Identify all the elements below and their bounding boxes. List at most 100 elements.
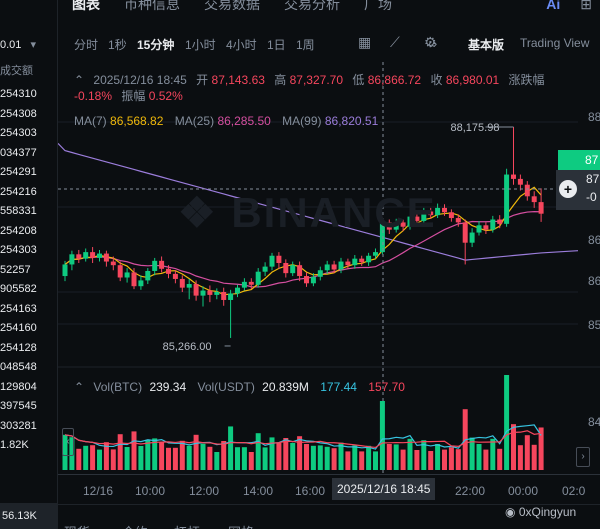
candle-body — [124, 272, 130, 278]
volume-bar — [414, 450, 420, 470]
tab-trade-data[interactable]: 交易数据 — [204, 0, 260, 12]
candle-body — [442, 207, 447, 213]
interval-1h[interactable]: 1小时 — [185, 38, 216, 52]
chart-panel: 图表 币种信息 交易数据 交易分析 广场 Ai ⊞ 分时 1秒 15分钟 1小时… — [57, 0, 600, 529]
volume-bar — [435, 444, 441, 470]
candle-body — [497, 219, 503, 224]
volume-bar — [373, 451, 378, 470]
volume-bar — [221, 441, 227, 470]
ma25-value: 86,285.50 — [217, 114, 271, 128]
calendar-icon[interactable]: ▦ — [358, 34, 372, 50]
volume-bar — [338, 442, 344, 470]
close-label: 收 — [430, 73, 443, 87]
ohlc-collapse-icon[interactable]: ⌃ — [74, 73, 85, 87]
volume-bar — [62, 434, 68, 470]
volume-bar — [255, 433, 261, 470]
view-tradingview[interactable]: Trading View — [520, 36, 590, 50]
candle-body — [228, 293, 234, 300]
candle-body — [435, 207, 441, 216]
candle-body — [248, 281, 254, 285]
x-label-1600: 16:00 — [295, 484, 326, 498]
orderbook-row: 303281 — [0, 419, 37, 432]
candle-body — [172, 273, 178, 279]
high-label: 高 — [274, 73, 287, 87]
vol-ma10-value: 157.70 — [368, 380, 405, 394]
orderbook-row: 558331 — [0, 205, 37, 217]
orderbook-price-precision[interactable]: 0.01 ▾ — [0, 38, 36, 51]
tab-futures[interactable]: 合约 — [122, 522, 148, 529]
tab-trade-analysis[interactable]: 交易分析 — [284, 0, 340, 12]
scroll-left-icon[interactable]: ‹ — [62, 428, 74, 456]
open-value: 87,143.63 — [211, 73, 265, 87]
scroll-right-icon[interactable]: › — [576, 447, 590, 467]
interval-1d[interactable]: 1日 — [267, 38, 286, 52]
orderbook-row: 254303 — [0, 244, 37, 256]
top-tabs: 图表 币种信息 交易数据 交易分析 广场 — [72, 0, 392, 14]
volume-info: ⌃ Vol(BTC) 239.34 Vol(USDT) 20.839M 177.… — [74, 380, 405, 394]
orderbook-turnover-label: 成交额 — [0, 65, 33, 77]
orderbook-row: 52257 — [0, 263, 31, 276]
candle-body — [310, 276, 316, 284]
candle-body — [62, 264, 68, 277]
interval-4h[interactable]: 4小时 — [226, 38, 257, 52]
ma99-value: 86,820.51 — [324, 114, 379, 128]
x-label-1200: 12:00 — [189, 484, 220, 498]
candle-body — [345, 261, 351, 266]
chart-type-icon[interactable]: ⟋ — [390, 34, 400, 50]
orderbook-row: 397545 — [0, 400, 37, 412]
grid-icon[interactable]: ⊞ — [580, 0, 592, 12]
candle-body — [421, 211, 427, 221]
interval-15m[interactable]: 15分钟 — [137, 38, 175, 52]
volume-bar — [517, 445, 523, 470]
tab-chart[interactable]: 图表 — [72, 0, 100, 12]
orderbook-row: 254216 — [0, 185, 37, 198]
candle-body — [359, 258, 365, 263]
tab-square[interactable]: 广场 — [364, 0, 392, 12]
add-order-icon[interactable]: + — [559, 180, 577, 198]
interval-time[interactable]: 分时 — [74, 38, 99, 52]
chevron-down-icon: ▾ — [30, 39, 37, 51]
author-watermark: ◉ 0xQingyun — [505, 505, 576, 519]
ma99-label: MA(99) — [282, 114, 322, 128]
volume-bar — [407, 438, 413, 470]
volume-bar — [538, 427, 544, 470]
ai-icon[interactable]: Ai — [546, 0, 561, 12]
candle-body — [462, 222, 468, 243]
ma7-label: MA(7) — [74, 114, 107, 128]
candle-body — [476, 225, 482, 233]
candle-body — [76, 254, 82, 259]
volume-bar — [283, 438, 289, 470]
volume-bar — [83, 445, 89, 470]
volume-bar — [179, 440, 185, 470]
tab-coin-info[interactable]: 币种信息 — [124, 0, 180, 12]
interval-1w[interactable]: 1周 — [296, 38, 315, 52]
orderbook-row: 254163 — [0, 302, 37, 315]
expand-icon[interactable]: ‹› — [428, 35, 438, 51]
settings-icon[interactable]: ⚙ — [424, 34, 437, 50]
tab-grid[interactable]: 网格 — [228, 522, 254, 529]
candlestick-chart[interactable]: 88,175.98 85,266.00 — [58, 62, 600, 474]
top-icons: Ai ⊞ — [546, 0, 592, 13]
volume-bar — [207, 446, 213, 470]
orderbook-row: 254128 — [0, 341, 37, 354]
orderbook-row: 034377 — [0, 146, 37, 159]
volume-bar — [331, 448, 337, 470]
candle-body — [352, 258, 358, 266]
tab-spot[interactable]: 现货 — [64, 522, 90, 529]
vol-collapse-icon[interactable]: ⌃ — [74, 380, 85, 394]
tab-margin[interactable]: 杠杆 — [174, 522, 200, 529]
candle-body — [448, 212, 454, 219]
crosshair-price: 87 — [586, 172, 600, 186]
candle-body — [400, 222, 406, 227]
open-label: 开 — [196, 73, 209, 87]
view-basic[interactable]: 基本版 — [468, 38, 505, 52]
candle-body — [379, 222, 385, 253]
volume-bar — [324, 446, 330, 470]
volume-bar — [469, 437, 475, 470]
volume-bar — [186, 445, 192, 470]
candle-body — [193, 284, 199, 296]
candle-body — [324, 264, 330, 271]
candle-body — [241, 281, 247, 288]
interval-1s[interactable]: 1秒 — [108, 38, 127, 52]
volume-bar — [504, 375, 510, 470]
